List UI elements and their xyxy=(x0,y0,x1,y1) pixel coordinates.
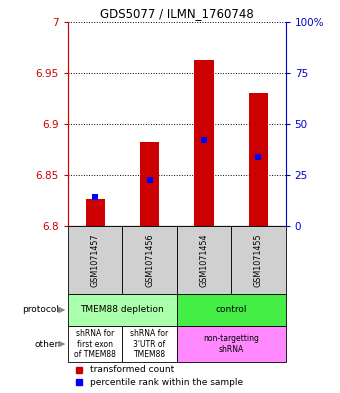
Bar xyxy=(68,326,122,362)
Bar xyxy=(122,326,177,362)
Text: TMEM88 depletion: TMEM88 depletion xyxy=(81,305,164,314)
Bar xyxy=(68,294,177,326)
Bar xyxy=(122,226,177,294)
Text: percentile rank within the sample: percentile rank within the sample xyxy=(90,378,243,387)
Bar xyxy=(177,226,231,294)
Bar xyxy=(231,226,286,294)
Bar xyxy=(194,61,214,226)
Text: GSM1071456: GSM1071456 xyxy=(145,233,154,287)
Bar xyxy=(177,294,286,326)
Bar xyxy=(68,226,122,294)
Text: control: control xyxy=(216,305,247,314)
Text: non-targetting
shRNA: non-targetting shRNA xyxy=(203,334,259,354)
Text: transformed count: transformed count xyxy=(90,365,174,374)
Text: other: other xyxy=(34,340,59,349)
Bar xyxy=(86,200,105,226)
Title: GDS5077 / ILMN_1760748: GDS5077 / ILMN_1760748 xyxy=(100,7,254,20)
Text: GSM1071454: GSM1071454 xyxy=(200,233,208,287)
Text: shRNA for
first exon
of TMEM88: shRNA for first exon of TMEM88 xyxy=(74,329,116,359)
Text: GSM1071455: GSM1071455 xyxy=(254,233,263,287)
Text: shRNA for
3'UTR of
TMEM88: shRNA for 3'UTR of TMEM88 xyxy=(131,329,169,359)
Bar xyxy=(249,93,268,226)
Bar xyxy=(140,142,159,226)
Text: protocol: protocol xyxy=(22,305,59,314)
Text: GSM1071457: GSM1071457 xyxy=(91,233,100,287)
Bar xyxy=(177,326,286,362)
